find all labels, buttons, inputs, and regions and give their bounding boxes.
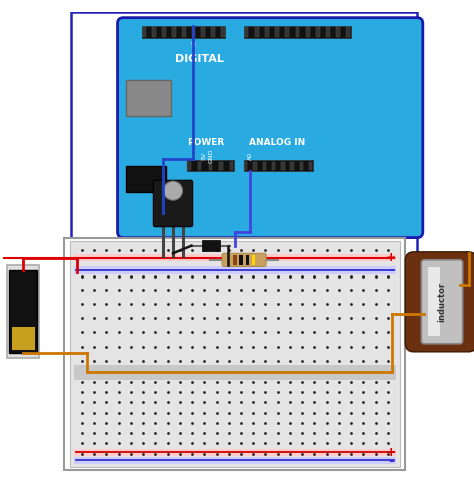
Text: DIGITAL: DIGITAL — [175, 54, 224, 64]
Bar — [187, 161, 234, 171]
FancyBboxPatch shape — [153, 180, 192, 227]
Bar — [244, 161, 313, 171]
Bar — [326, 27, 330, 37]
Bar — [126, 80, 171, 116]
Bar — [162, 27, 166, 37]
Bar — [74, 457, 396, 464]
FancyBboxPatch shape — [222, 253, 266, 266]
Text: -: - — [388, 262, 394, 277]
Bar — [296, 27, 300, 37]
Text: -: - — [388, 453, 394, 468]
Bar — [7, 265, 39, 357]
Text: 9: 9 — [191, 41, 196, 50]
Bar — [209, 162, 212, 170]
Bar — [74, 365, 396, 380]
Bar — [182, 27, 185, 37]
Bar — [64, 238, 405, 470]
Bar — [172, 27, 176, 37]
Bar — [281, 162, 284, 170]
Bar — [245, 27, 248, 37]
Bar — [285, 27, 289, 37]
Bar — [255, 27, 259, 37]
Text: POWER: POWER — [188, 138, 225, 147]
Text: GND: GND — [209, 149, 213, 164]
Bar — [309, 162, 312, 170]
Bar — [74, 266, 396, 274]
Bar — [239, 255, 243, 264]
Bar — [70, 242, 400, 467]
Bar — [198, 162, 201, 170]
Bar — [12, 327, 35, 350]
Bar — [272, 162, 275, 170]
Bar — [202, 241, 220, 251]
Bar — [316, 27, 319, 37]
Bar — [142, 26, 225, 38]
Bar — [306, 27, 310, 37]
Bar — [233, 255, 237, 264]
Bar — [211, 27, 215, 37]
Bar — [263, 162, 266, 170]
Bar — [153, 27, 156, 37]
Text: inductor: inductor — [438, 282, 447, 322]
Bar — [254, 162, 257, 170]
Bar — [336, 27, 340, 37]
Bar — [71, 11, 417, 263]
Bar — [201, 27, 205, 37]
Bar — [221, 27, 225, 37]
Text: ANALOG IN: ANALOG IN — [249, 138, 305, 147]
Bar — [300, 162, 303, 170]
Text: +: + — [386, 251, 396, 264]
Bar — [74, 448, 396, 456]
Bar — [346, 27, 350, 37]
Bar — [191, 27, 195, 37]
Bar — [244, 26, 351, 38]
FancyBboxPatch shape — [405, 252, 474, 352]
Bar — [246, 255, 249, 264]
Bar — [9, 270, 37, 353]
Bar — [275, 27, 279, 37]
Bar — [230, 162, 233, 170]
FancyBboxPatch shape — [118, 18, 423, 238]
Bar — [74, 253, 396, 261]
Bar — [428, 267, 440, 336]
Bar — [291, 162, 294, 170]
FancyBboxPatch shape — [421, 260, 463, 344]
Bar — [252, 255, 255, 264]
Text: 5V: 5V — [201, 152, 206, 160]
Bar — [187, 162, 191, 170]
Bar — [143, 27, 146, 37]
Circle shape — [164, 181, 182, 200]
Bar — [265, 27, 269, 37]
Text: +: + — [386, 446, 396, 459]
Text: A0: A0 — [248, 152, 253, 160]
Bar — [244, 162, 247, 170]
Bar — [126, 166, 166, 192]
Bar — [219, 162, 223, 170]
